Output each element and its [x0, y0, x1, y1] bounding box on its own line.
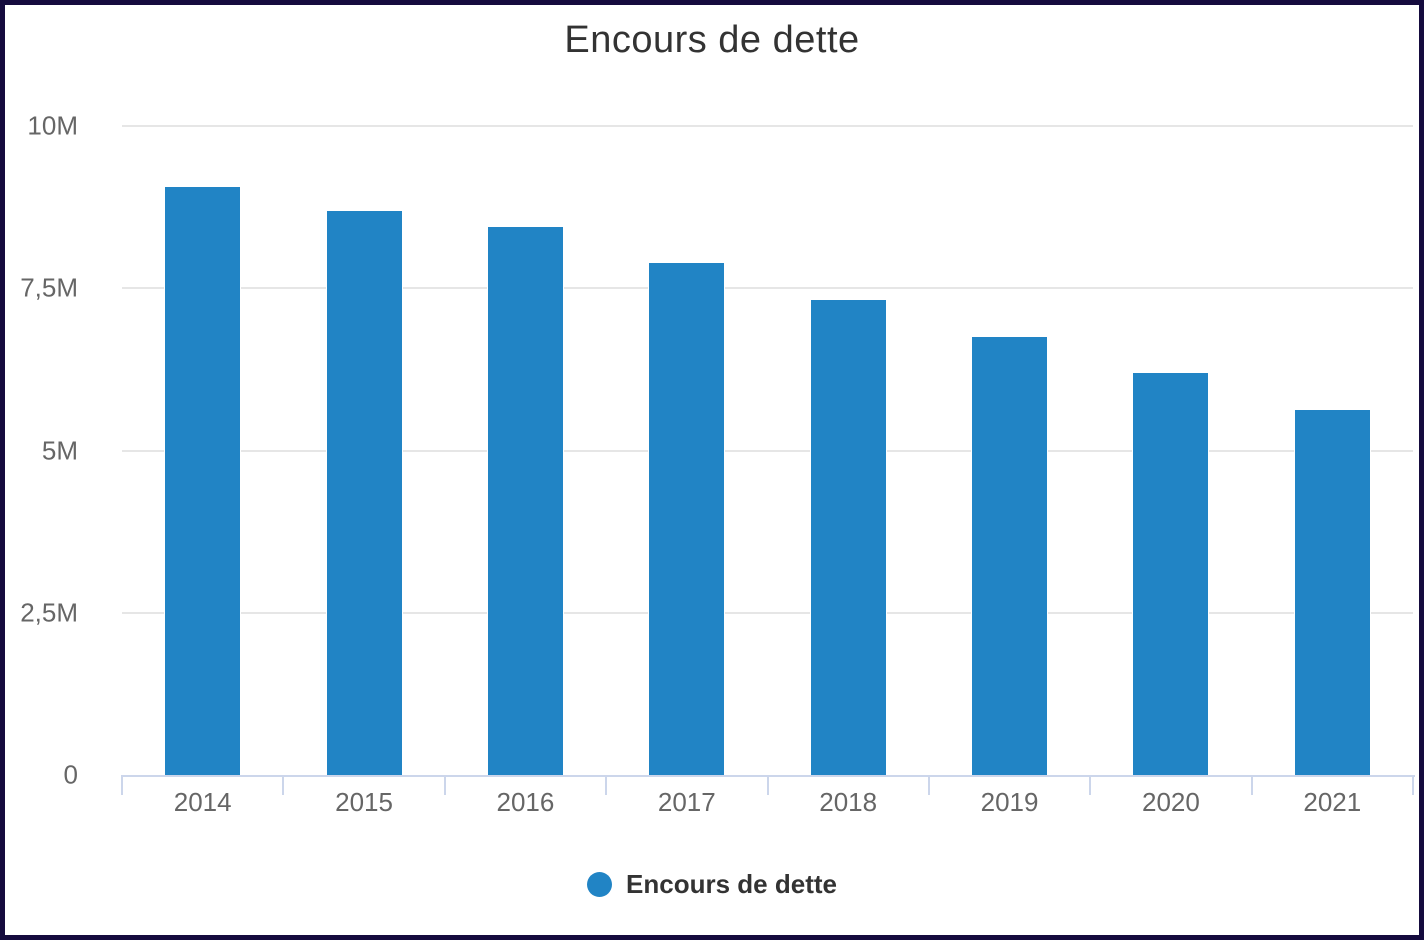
bar-2021[interactable] — [1293, 409, 1371, 775]
bar-2014[interactable] — [164, 186, 242, 775]
gridline — [122, 287, 1413, 290]
plot-area — [122, 125, 1413, 775]
legend-item[interactable]: Encours de dette — [5, 869, 1419, 900]
x-axis-label: 2018 — [819, 787, 878, 817]
bar-2015[interactable] — [325, 210, 403, 775]
gridline — [122, 125, 1413, 127]
x-axis-tick — [928, 775, 930, 795]
bar-2016[interactable] — [486, 226, 564, 775]
y-axis-label: 5M — [41, 435, 78, 465]
legend-marker-icon — [587, 872, 613, 897]
x-axis-label: 2017 — [657, 787, 716, 817]
x-axis-tick — [282, 775, 284, 795]
x-axis-label: 2020 — [1142, 787, 1200, 817]
bar-2020[interactable] — [1132, 372, 1210, 775]
y-axis-label: 2,5M — [20, 597, 78, 628]
bar-2017[interactable] — [648, 262, 726, 775]
x-axis-label: 2019 — [980, 787, 1039, 817]
y-axis-label: 10M — [27, 110, 78, 141]
x-axis-tick — [605, 775, 607, 795]
x-axis-tick — [767, 775, 769, 795]
y-axis-label: 0 — [63, 759, 78, 790]
x-axis-label: 2014 — [173, 787, 232, 817]
x-axis-label: 2016 — [496, 787, 555, 817]
legend-label: Encours de dette — [626, 869, 837, 899]
gridline — [122, 449, 1413, 452]
x-axis-tick — [1412, 775, 1414, 795]
x-axis-tick — [444, 775, 446, 795]
x-axis-tick — [1251, 775, 1253, 795]
bar-2019[interactable] — [971, 336, 1049, 775]
x-axis-label: 2015 — [335, 787, 393, 817]
x-axis-label: 2021 — [1303, 787, 1362, 817]
gridline — [122, 611, 1413, 614]
bar-2018[interactable] — [809, 299, 887, 775]
y-axis-label: 7,5M — [20, 272, 78, 303]
x-axis-tick — [121, 775, 123, 795]
chart-title: Encours de dette — [564, 19, 860, 61]
x-axis-tick — [1089, 775, 1091, 795]
